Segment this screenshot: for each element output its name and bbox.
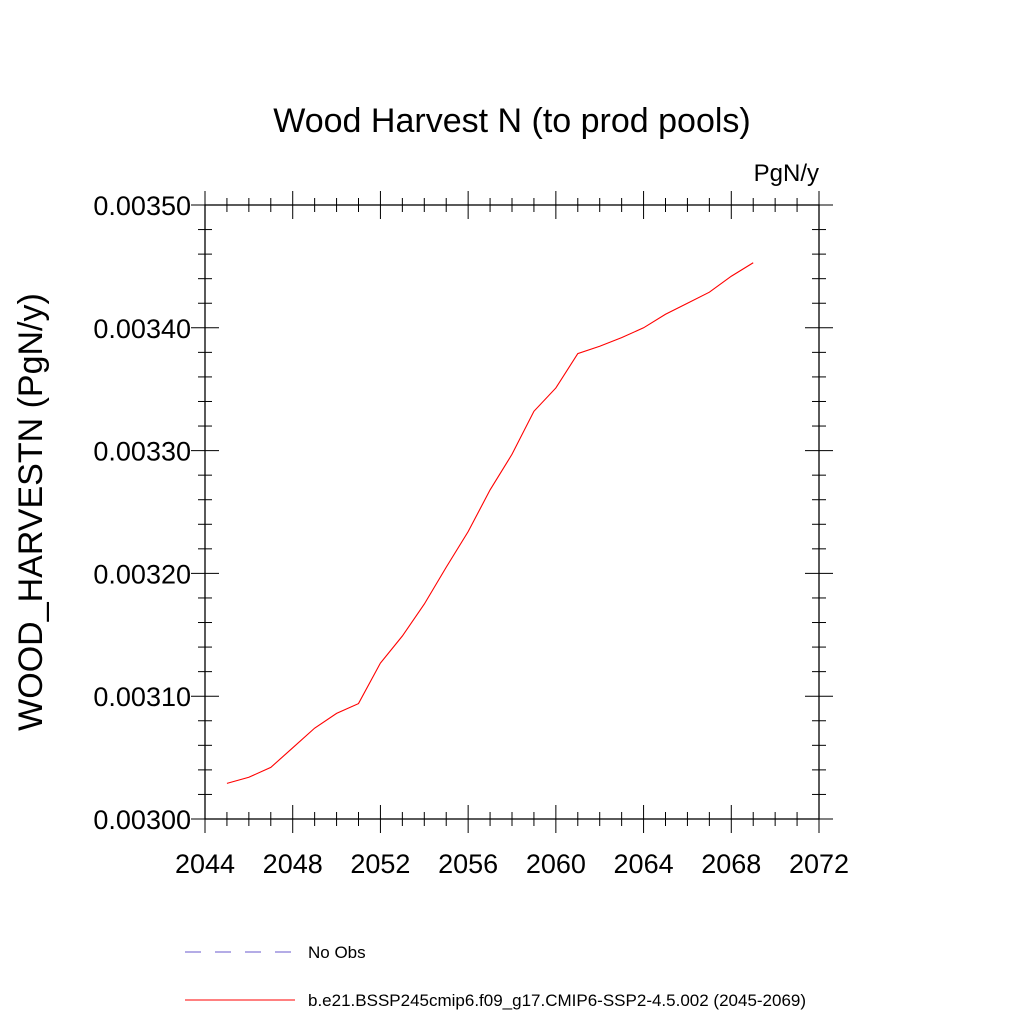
x-tick-label: 2044 — [175, 849, 235, 879]
legend-label-obs: No Obs — [308, 943, 366, 962]
legend-entry-obs: No Obs — [185, 943, 366, 962]
series-layer — [226, 262, 754, 784]
series-line-0 — [226, 262, 754, 784]
y-axis: 0.00300 0.00310 0.00320 0.00330 0.00340 0.003… — [93, 191, 833, 835]
y-tick-label: 0.00350 — [93, 191, 191, 221]
y-tick-label: 0.00300 — [93, 805, 191, 835]
y-tick-label: 0.00320 — [93, 559, 191, 589]
x-tick-label: 2064 — [614, 849, 674, 879]
y-tick-label: 0.00310 — [93, 682, 191, 712]
plot-frame — [204, 204, 820, 820]
x-tick-label: 2068 — [701, 849, 761, 879]
chart-title: Wood Harvest N (to prod pools) — [273, 102, 750, 140]
x-tick-label: 2052 — [350, 849, 410, 879]
x-tick-label: 2060 — [526, 849, 586, 879]
legend: No Obs b.e21.BSSP245cmip6.f09_g17.CMIP6-… — [185, 943, 806, 1010]
y-tick-label: 0.00330 — [93, 437, 191, 467]
legend-label-model: b.e21.BSSP245cmip6.f09_g17.CMIP6-SSP2-4.… — [308, 991, 806, 1010]
legend-entry-model: b.e21.BSSP245cmip6.f09_g17.CMIP6-SSP2-4.… — [185, 991, 806, 1010]
x-tick-label: 2056 — [438, 849, 498, 879]
y-axis-label: WOOD_HARVESTN (PgN/y) — [12, 293, 50, 731]
x-tick-label: 2072 — [789, 849, 849, 879]
x-tick-label: 2048 — [263, 849, 323, 879]
x-axis: 2044 2048 2052 2056 2060 2064 2068 2072 — [175, 191, 849, 879]
y-tick-label: 0.00340 — [93, 314, 191, 344]
units-label: PgN/y — [754, 160, 819, 187]
